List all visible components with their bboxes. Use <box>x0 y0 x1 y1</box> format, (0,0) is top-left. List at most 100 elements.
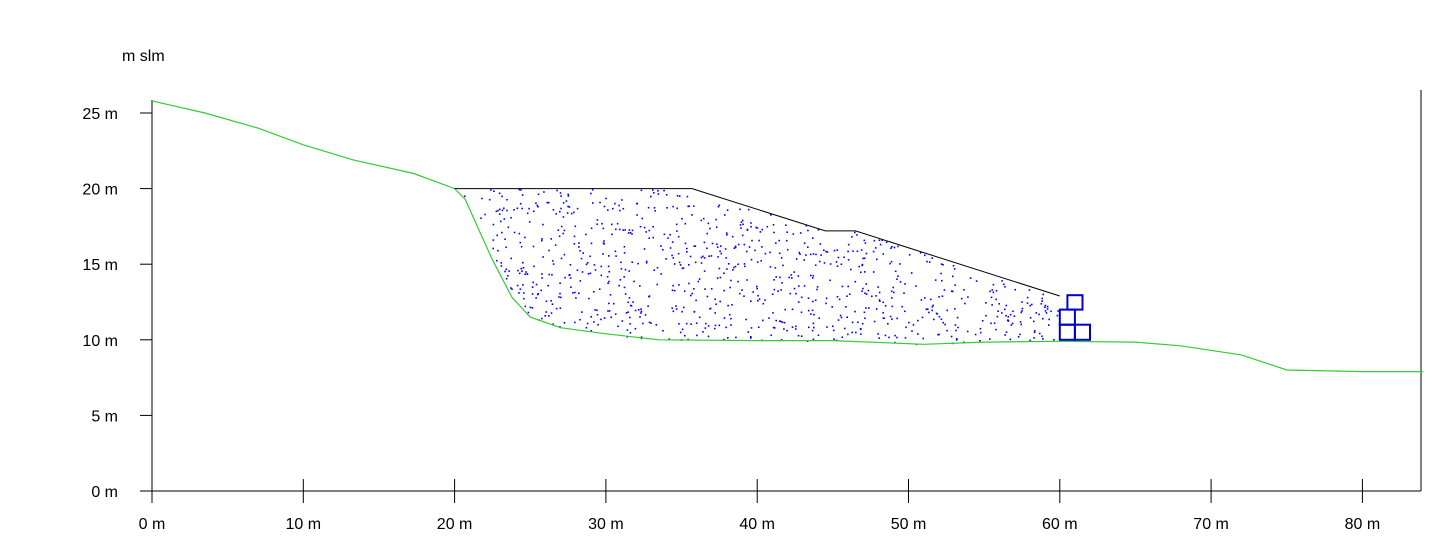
fill-dot <box>819 243 822 245</box>
fill-dot <box>1006 319 1009 321</box>
fill-dot <box>727 304 729 307</box>
fill-dot <box>576 269 579 272</box>
fill-dot <box>723 338 725 341</box>
fill-dot <box>548 249 550 252</box>
fill-dot <box>955 329 957 332</box>
fill-dot <box>495 210 498 213</box>
fill-dot <box>623 286 626 289</box>
fill-dot <box>861 263 864 266</box>
fill-dot <box>800 296 803 299</box>
fill-dot <box>724 248 727 250</box>
fill-dot <box>1050 310 1052 313</box>
fill-dot <box>1033 320 1035 323</box>
fill-dot <box>786 231 788 233</box>
fill-dot <box>904 283 906 285</box>
fill-dot <box>559 307 562 309</box>
x-tick-label: 40 m <box>739 516 775 533</box>
fill-dot <box>845 306 847 308</box>
fill-dot <box>523 292 525 294</box>
fill-dot <box>707 222 710 225</box>
fill-dot <box>520 245 523 248</box>
fill-dot <box>739 292 741 295</box>
fill-dot <box>875 247 877 249</box>
fill-dot <box>627 232 630 234</box>
fill-dot <box>773 288 776 291</box>
fill-dot <box>1035 312 1038 314</box>
fill-dot <box>703 257 706 259</box>
fill-dot <box>858 265 860 268</box>
fill-dot <box>480 217 482 219</box>
fill-dot <box>546 201 548 204</box>
fill-dot <box>519 241 522 244</box>
fill-dot <box>653 269 655 271</box>
fill-dot <box>522 284 524 286</box>
fill-dot <box>513 209 515 211</box>
fill-dot <box>499 220 502 223</box>
fill-dot <box>622 207 625 210</box>
fill-dot <box>675 305 677 307</box>
fill-dot <box>812 237 814 239</box>
fill-dot <box>505 268 508 271</box>
fill-dot <box>846 295 848 297</box>
fill-dot <box>590 227 593 230</box>
fill-dot <box>812 338 815 341</box>
fill-dot <box>558 235 561 238</box>
fill-dot <box>899 281 902 283</box>
fill-dot <box>716 246 719 248</box>
fill-dot <box>632 301 634 303</box>
fill-dot <box>719 300 721 303</box>
fill-dot <box>894 270 897 273</box>
fill-dot <box>531 293 534 295</box>
fill-dot <box>817 334 820 337</box>
fill-dot <box>991 289 993 291</box>
fill-dot <box>637 262 639 265</box>
fill-dot <box>841 336 843 338</box>
fill-dot <box>648 321 651 324</box>
fill-dot <box>803 285 806 287</box>
fill-dot <box>541 277 543 279</box>
fill-dot <box>878 299 881 301</box>
fill-dot <box>990 322 992 325</box>
fill-dot <box>662 329 664 332</box>
fill-dot <box>676 207 678 210</box>
fill-dot <box>537 193 540 196</box>
fill-dot <box>950 290 953 292</box>
fill-dot <box>920 299 923 301</box>
fill-dot <box>740 221 743 223</box>
fill-dot <box>867 289 870 292</box>
fill-dot <box>623 276 625 278</box>
fill-dot <box>611 223 613 226</box>
fill-dot <box>840 316 843 319</box>
fill-dot <box>634 309 637 312</box>
fill-dot <box>938 296 940 298</box>
fill-dot <box>781 282 783 284</box>
fill-dot <box>742 223 744 226</box>
fill-dot <box>518 292 520 294</box>
fill-dot <box>892 286 894 289</box>
fill-dot <box>772 224 775 226</box>
fill-dot <box>568 206 571 208</box>
fill-dot <box>523 297 525 300</box>
fill-dot <box>1020 311 1023 314</box>
fill-dot <box>532 245 535 248</box>
fill-dot <box>718 204 721 207</box>
fill-dot <box>953 268 956 270</box>
fill-dot <box>562 216 565 218</box>
fill-dot <box>531 286 534 288</box>
fill-dot <box>940 263 943 265</box>
fill-dot <box>521 207 523 210</box>
fill-dot <box>511 288 513 290</box>
fill-dot <box>840 263 843 265</box>
fill-dot <box>1004 308 1006 311</box>
fill-dot <box>903 292 905 294</box>
fill-dot <box>760 260 762 262</box>
fill-dot <box>600 274 603 277</box>
fill-dot <box>543 191 545 193</box>
fill-dot <box>706 247 708 250</box>
fill-dot <box>545 311 547 313</box>
fill-dot <box>727 263 730 265</box>
fill-dot <box>863 239 866 242</box>
fill-dot <box>836 249 839 251</box>
fill-dot <box>964 302 966 305</box>
fill-dot <box>555 213 557 215</box>
